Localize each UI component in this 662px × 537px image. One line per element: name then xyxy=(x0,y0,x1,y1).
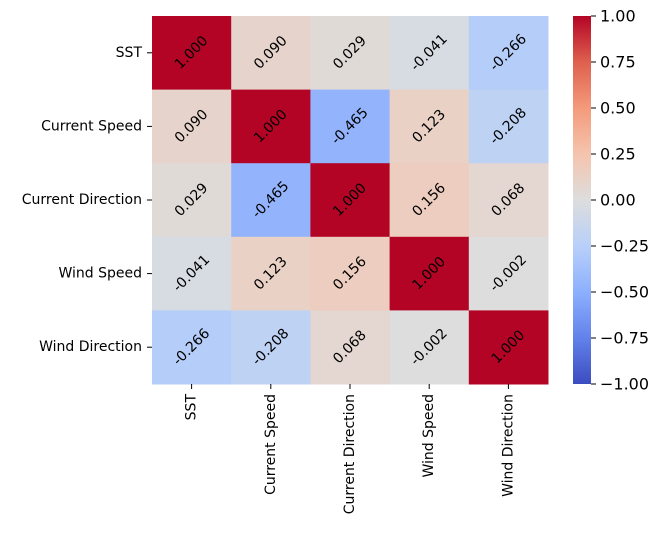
colorbar-ticks: 1.00 0.75 0.50 0.25 0.00 −0.25 −0.50 −0.75 −1.00 xyxy=(591,7,649,394)
heatmap-cell-r1-c1 xyxy=(231,89,311,164)
colorbar-tick-label: 0.50 xyxy=(600,99,636,118)
y-tick-label: Current Speed xyxy=(41,118,142,134)
heatmap-cell-r0-c0 xyxy=(152,16,232,91)
colorbar-tick-label: −1.00 xyxy=(600,375,649,394)
heatmap-cell-r3-c3 xyxy=(389,236,470,311)
heatmap-cell-r3-c4 xyxy=(468,236,549,311)
colorbar: 1.00 0.75 0.50 0.25 0.00 −0.25 −0.50 −0.75 −1.00 xyxy=(573,7,649,394)
heatmap-cell-r4-c0 xyxy=(152,310,232,385)
heatmap-cell-r0-c2 xyxy=(310,16,391,91)
y-tick-label: Current Direction xyxy=(22,192,142,208)
heatmap-cell-r4-c3 xyxy=(389,310,470,385)
heatmap-cell-r1-c2 xyxy=(310,89,391,164)
heatmap-cell-r4-c2 xyxy=(310,310,391,385)
y-tick-label: SST xyxy=(116,45,143,61)
heatmap-cell-r0-c4 xyxy=(468,16,549,91)
colorbar-tick-label: 0.25 xyxy=(600,145,636,164)
colorbar-tick-label: 0.00 xyxy=(600,191,636,210)
heatmap-cell-r3-c2 xyxy=(310,236,391,311)
heatmap-cell-r1-c4 xyxy=(468,89,549,164)
colorbar-gradient xyxy=(573,16,591,384)
x-tick-label: Wind Speed xyxy=(421,394,437,478)
y-tick-label: Wind Speed xyxy=(58,266,142,282)
heatmap-cell-r1-c0 xyxy=(152,89,232,164)
colorbar-tick-label: 0.75 xyxy=(600,53,636,72)
heatmap-cell-r4-c1 xyxy=(231,310,311,385)
heatmap-cell-r2-c3 xyxy=(389,163,470,238)
x-tick-label: Current Speed xyxy=(263,394,279,495)
heatmap-cell-r0-c3 xyxy=(389,16,470,91)
heatmap-cell-r3-c0 xyxy=(152,236,232,311)
y-tick-label: Wind Direction xyxy=(39,339,142,355)
heatmap-cells xyxy=(152,16,549,385)
x-tick-label: Current Direction xyxy=(342,394,358,514)
heatmap-cell-r4-c4 xyxy=(468,310,549,385)
heatmap-cell-r2-c4 xyxy=(468,163,549,238)
colorbar-tick-label: −0.25 xyxy=(600,237,649,256)
y-tick-labels: SST Current Speed Current Direction Wind Sp… xyxy=(22,45,152,355)
heatmap-cell-r1-c3 xyxy=(389,89,470,164)
heatmap-cell-r2-c2 xyxy=(310,163,391,238)
x-tick-label: Wind Direction xyxy=(500,394,516,497)
x-tick-label: SST xyxy=(184,394,200,421)
heatmap-cell-r0-c1 xyxy=(231,16,311,91)
x-tick-labels: SST Current Speed Current Direction Wind Sp… xyxy=(184,384,516,514)
colorbar-tick-label: −0.50 xyxy=(600,283,649,302)
heatmap-cell-r2-c1 xyxy=(231,163,311,238)
heatmap-cell-r2-c0 xyxy=(152,163,232,238)
colorbar-tick-label: 1.00 xyxy=(600,7,636,26)
colorbar-tick-label: −0.75 xyxy=(600,329,649,348)
heatmap-cell-r3-c1 xyxy=(231,236,311,311)
